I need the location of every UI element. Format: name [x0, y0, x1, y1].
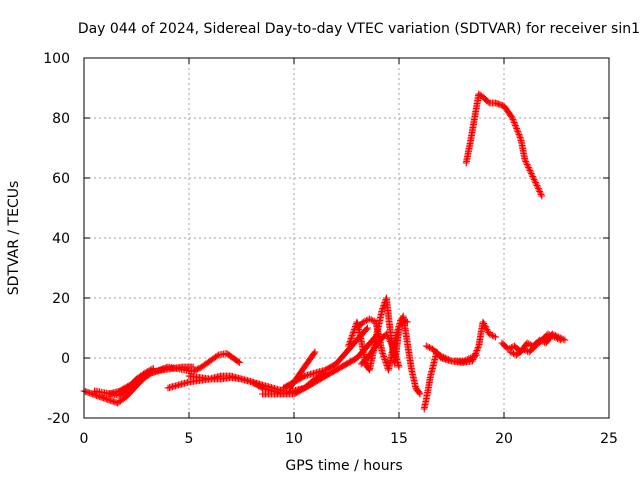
- x-tick-label: 10: [285, 431, 303, 447]
- series-arc-3: [105, 363, 197, 398]
- data-point-markers: [357, 330, 403, 371]
- series-arc-16: [506, 330, 565, 359]
- data-point-markers: [506, 330, 565, 359]
- y-tick-label: 20: [52, 291, 70, 307]
- y-tick-label: 100: [43, 51, 70, 67]
- data-point-markers: [105, 363, 197, 398]
- y-tick-label: 80: [52, 111, 70, 127]
- y-tick-label: 60: [52, 171, 70, 187]
- x-tick-label: 0: [80, 431, 89, 447]
- x-tick-label: 20: [495, 431, 513, 447]
- data-point-markers: [258, 330, 382, 398]
- x-axis-label: GPS time / hours: [285, 458, 402, 474]
- y-axis-label: SDTVAR / TECUs: [6, 181, 22, 296]
- data-point-markers: [90, 364, 157, 400]
- data-point-markers: [462, 90, 546, 200]
- data-series: [80, 90, 569, 413]
- data-point-markers: [422, 342, 481, 365]
- series-arc-11: [357, 330, 403, 371]
- y-tick-label: 40: [52, 231, 70, 247]
- series-arc-1: [80, 349, 243, 407]
- axis-ticks: 0 5 10 15 20 25 -20 0 20 40 60 80 100: [43, 51, 618, 447]
- series-arc-12: [420, 318, 500, 413]
- x-tick-label: 15: [390, 431, 408, 447]
- x-tick-label: 25: [600, 431, 618, 447]
- chart-title: Day 044 of 2024, Sidereal Day-to-day VTE…: [78, 21, 640, 37]
- series-arc-2: [90, 364, 157, 400]
- data-point-markers: [286, 348, 319, 392]
- series-arc-8: [286, 348, 319, 392]
- x-tick-label: 5: [185, 431, 194, 447]
- series-arc-14: [462, 90, 546, 200]
- data-point-markers: [420, 318, 500, 413]
- series-arc-6: [258, 330, 382, 398]
- y-tick-label: -20: [47, 411, 70, 427]
- grid: [84, 58, 609, 418]
- series-arc-13: [422, 342, 481, 365]
- y-tick-label: 0: [61, 351, 70, 367]
- data-point-markers: [80, 349, 243, 407]
